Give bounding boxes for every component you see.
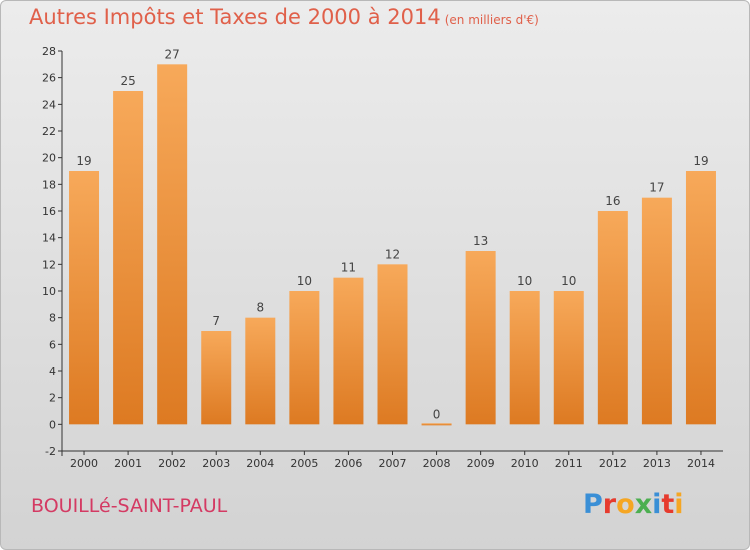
y-tick-label: 2 [49, 392, 56, 405]
bar [553, 291, 584, 425]
bar-value-label: 19 [693, 154, 708, 168]
x-tick-label: 2006 [334, 457, 362, 470]
chart-labels: 19 2000 25 2001 27 2002 7 2003 8 2004 10 2005 11 2006… [70, 47, 715, 470]
y-tick-label: 8 [49, 312, 56, 325]
logo-letter: i [674, 489, 684, 520]
bar-value-label: 12 [385, 247, 400, 261]
bar-value-label: 10 [561, 274, 576, 288]
bar [333, 277, 364, 425]
bar [289, 291, 320, 425]
x-tick-label: 2010 [511, 457, 539, 470]
x-tick-label: 2014 [687, 457, 715, 470]
bar [597, 211, 628, 425]
chart-bars [69, 64, 716, 426]
y-tick-label: 26 [42, 72, 56, 85]
logo-letter: i [652, 489, 662, 520]
commune-name: BOUILLé-SAINT-PAUL [31, 495, 228, 517]
x-tick-label: 2013 [643, 457, 671, 470]
y-tick-label: 10 [42, 285, 56, 298]
logo-letter: r [602, 489, 617, 520]
bar-value-label: 27 [165, 47, 180, 61]
bar-value-label: 10 [517, 274, 532, 288]
x-tick-label: 2001 [114, 457, 142, 470]
logo-letter: P [583, 489, 603, 520]
x-tick-label: 2004 [246, 457, 274, 470]
y-tick-label: 6 [49, 338, 56, 351]
logo-letter: o [616, 489, 635, 520]
logo-letter: t [661, 489, 675, 520]
bar-value-label: 25 [120, 74, 135, 88]
bar-value-label: 11 [341, 261, 356, 275]
x-tick-label: 2012 [599, 457, 627, 470]
bar [201, 331, 232, 425]
y-tick-label: 20 [42, 152, 56, 165]
x-tick-label: 2002 [158, 457, 186, 470]
x-tick-label: 2011 [555, 457, 583, 470]
x-tick-label: 2005 [290, 457, 318, 470]
bar-value-label: 7 [212, 314, 220, 328]
y-tick-label: 22 [42, 125, 56, 138]
y-tick-label: 0 [49, 418, 56, 431]
bar [685, 171, 716, 425]
bar-value-label: 17 [649, 181, 664, 195]
proxiti-logo: Proxiti [583, 489, 684, 520]
bar [509, 291, 540, 425]
y-tick-label: 16 [42, 205, 56, 218]
x-tick-label: 2008 [423, 457, 451, 470]
bar [421, 423, 452, 426]
x-tick-label: 2003 [202, 457, 230, 470]
bar [245, 317, 276, 425]
chart-subtitle: (en milliers d'€) [444, 13, 539, 27]
y-tick-label: 18 [42, 178, 56, 191]
y-tick-label: 24 [42, 98, 56, 111]
bar-value-label: 13 [473, 234, 488, 248]
x-tick-label: 2009 [467, 457, 495, 470]
bar-value-label: 19 [76, 154, 91, 168]
bar-value-label: 16 [605, 194, 620, 208]
y-tick-label: 12 [42, 258, 56, 271]
bar [157, 64, 188, 425]
y-tick-label: 28 [42, 45, 56, 58]
title-text: Autres Impôts et Taxes de 2000 à 2014 [29, 5, 441, 29]
bar [377, 264, 408, 425]
x-tick-label: 2000 [70, 457, 98, 470]
bar-value-label: 0 [433, 407, 441, 421]
y-tick-label: -2 [45, 445, 56, 458]
bar-value-label: 8 [256, 301, 264, 315]
x-tick-label: 2007 [379, 457, 407, 470]
logo-letter: x [634, 489, 653, 520]
bar-value-label: 10 [297, 274, 312, 288]
chart-title: Autres Impôts et Taxes de 2000 à 2014 (en… [29, 5, 539, 29]
y-tick-label: 4 [49, 365, 56, 378]
y-tick-label: 14 [42, 232, 56, 245]
bar [113, 91, 144, 425]
bar [465, 251, 496, 425]
bar [641, 197, 672, 425]
bar [69, 171, 100, 425]
